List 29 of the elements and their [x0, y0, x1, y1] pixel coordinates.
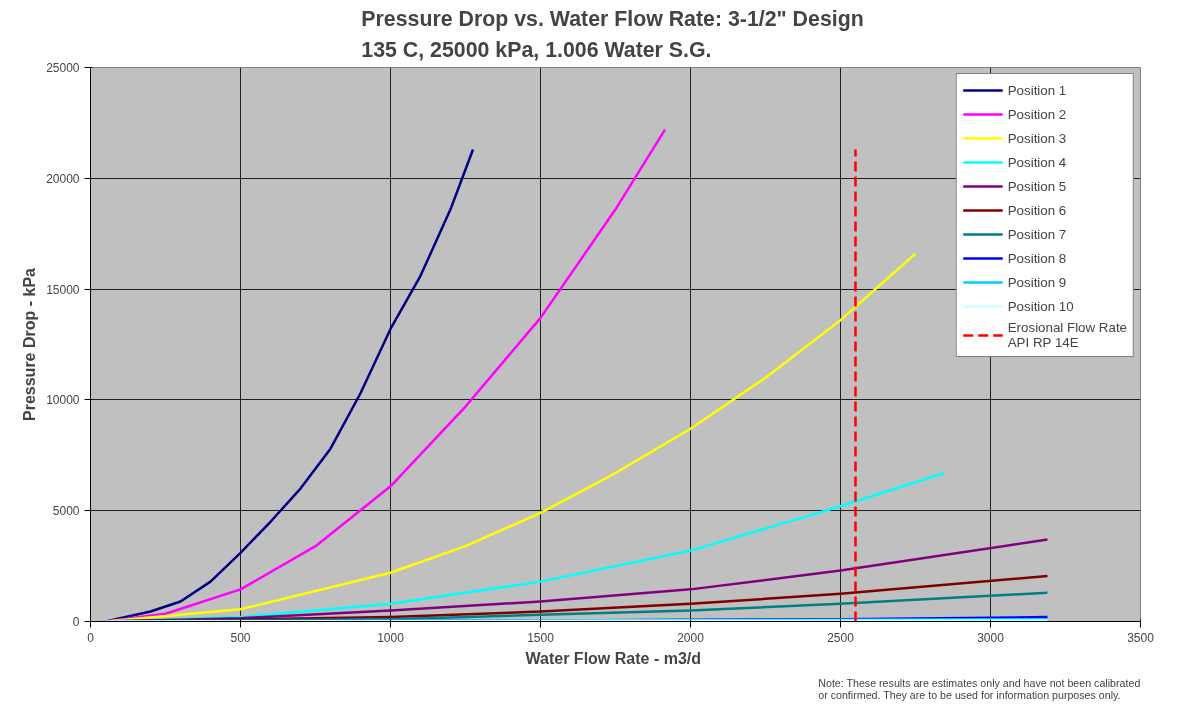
- legend-label: Erosional Flow Rate API RP 14E: [1007, 320, 1127, 350]
- x-tick-label: 2000: [677, 630, 705, 645]
- y-tick-label: 10000: [46, 393, 80, 408]
- x-tick-label: 1000: [377, 630, 405, 645]
- legend-label: Position 4: [1007, 154, 1067, 170]
- legend-label: Position 2: [1007, 106, 1067, 122]
- text: Note: These results are estimates only and have not been calibrated or confirmed. They are to be used for information purposes only.: [818, 676, 1141, 701]
- y-tick-label: 5000: [52, 504, 80, 519]
- x-tick-label: 2500: [827, 630, 855, 645]
- x-tick-label: 3000: [977, 630, 1005, 645]
- legend-label: Position 10: [1007, 298, 1074, 314]
- legend-label: Position 6: [1007, 202, 1067, 218]
- x-axis-title: Water Flow Rate - m3/d: [525, 649, 701, 667]
- x-tick-label: 3500: [1127, 630, 1155, 645]
- legend-label: Position 1: [1007, 82, 1067, 98]
- y-tick-label: 20000: [46, 171, 80, 186]
- y-tick-label: 25000: [46, 61, 80, 75]
- y-tick-label: 15000: [46, 282, 80, 297]
- y-axis-title: Pressure Drop - kPa: [21, 267, 39, 421]
- x-tick-label: 0: [87, 630, 95, 645]
- legend-label: Position 3: [1007, 130, 1067, 146]
- legend-label: Position 9: [1007, 274, 1067, 290]
- x-tick-label: 500: [230, 630, 251, 645]
- x-tick-label: 1500: [527, 630, 555, 645]
- y-tick-label: 0: [72, 615, 80, 629]
- chart-title: Pressure Drop vs. Water Flow Rate: 3-1/2" Design 135 C, 25000 kPa, 1.006 Water S.G.: [361, 7, 864, 63]
- legend-label: Position 8: [1007, 250, 1067, 266]
- legend-label: Position 5: [1007, 178, 1067, 194]
- legend-label: Position 7: [1007, 226, 1067, 242]
